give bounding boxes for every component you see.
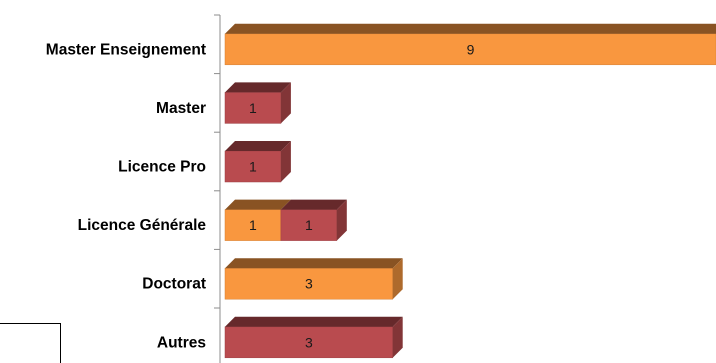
bar-top bbox=[280, 199, 347, 210]
data-label: 1 bbox=[305, 217, 313, 233]
bar-top bbox=[225, 199, 291, 210]
bar-top bbox=[225, 141, 291, 151]
data-label: 1 bbox=[249, 217, 257, 233]
data-label: 3 bbox=[305, 334, 313, 350]
bar-segment bbox=[224, 141, 291, 183]
bar-side bbox=[392, 316, 403, 358]
bar-side bbox=[280, 82, 291, 124]
category-label: Licence Pro bbox=[118, 159, 206, 176]
bar-front bbox=[224, 209, 282, 241]
bar-top bbox=[225, 23, 716, 34]
bar-front bbox=[224, 33, 716, 66]
bar-front bbox=[224, 267, 393, 300]
category-label: Doctorat bbox=[142, 276, 206, 293]
bar-front bbox=[280, 209, 338, 241]
bar-segment bbox=[224, 23, 716, 66]
category-label: Master bbox=[156, 100, 206, 117]
data-label: 1 bbox=[249, 159, 257, 175]
data-label: 3 bbox=[305, 276, 313, 292]
bar-segment bbox=[224, 199, 291, 241]
bar-top bbox=[225, 316, 403, 327]
category-label: Licence Générale bbox=[78, 217, 207, 234]
bar-side bbox=[336, 199, 347, 241]
category-label: Autres bbox=[157, 334, 206, 351]
category-label: Master Enseignement bbox=[46, 41, 206, 58]
bar-front bbox=[224, 150, 282, 183]
legend-box bbox=[0, 323, 61, 363]
bar-front bbox=[224, 92, 282, 124]
bar-segment bbox=[224, 258, 403, 300]
bar-side bbox=[280, 141, 291, 182]
bar-front bbox=[224, 326, 393, 359]
data-label: 1 bbox=[249, 100, 257, 116]
bar-top bbox=[225, 82, 291, 93]
bar-segment bbox=[224, 316, 403, 359]
bar-segment bbox=[224, 82, 291, 124]
data-label: 9 bbox=[467, 41, 475, 57]
bar-side bbox=[392, 258, 403, 300]
bar-segment bbox=[280, 199, 347, 241]
bar-top bbox=[225, 258, 403, 269]
